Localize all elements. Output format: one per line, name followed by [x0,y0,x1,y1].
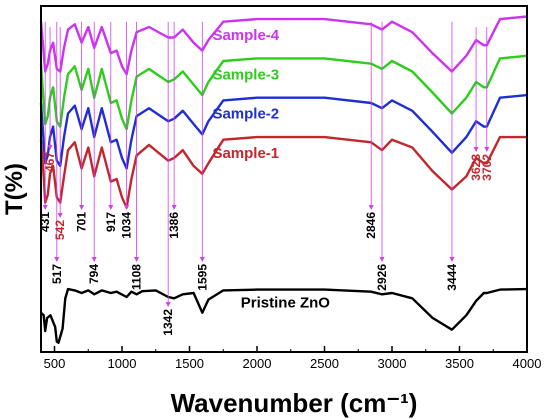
peak-arrow [368,205,374,210]
peak-arrow-red [47,145,53,150]
peak-label: 701 [75,212,89,232]
peak-label: 1108 [130,264,144,290]
plot-frame [40,5,528,353]
peak-label: 917 [104,212,118,232]
peak-arrow [79,205,85,210]
series-line-sample-2 [39,93,528,170]
peak-arrow [108,205,114,210]
peak-arrow [449,257,455,262]
x-tick-label: 500 [44,356,66,371]
peak-label: 1034 [120,212,134,239]
series-line-sample-1 [39,135,527,209]
peak-arrow-red [484,147,490,152]
peak-label: 794 [87,264,101,284]
peak-arrow [199,257,205,262]
peak-arrow [134,257,140,262]
series-label: Sample-1 [212,145,279,162]
peak-label-red: 3623 [469,154,483,181]
peak-label-red: 542 [53,220,67,240]
peak-label: 2846 [364,212,378,239]
peak-label: 2926 [375,264,389,291]
peak-label-red: 3702 [480,154,494,181]
peak-arrow [379,257,385,262]
series-line-sample-3 [39,54,528,131]
x-tick-label: 3500 [445,356,474,371]
x-tick-label: 2500 [310,356,339,371]
series-label: Sample-4 [212,27,279,44]
peak-arrow [124,205,130,210]
x-tick-label: 1500 [175,356,204,371]
peak-arrow [165,302,171,307]
peak-label-red: 467 [43,152,57,172]
y-axis-title: T(%) [1,163,28,215]
x-tick-label: 4000 [513,356,542,371]
peak-label: 1595 [195,264,209,291]
peak-label: 3444 [445,264,459,291]
x-tick-label: 1000 [108,356,137,371]
peak-arrow [171,205,177,210]
label-layer: Sample-4 Sample-3 Sample-2 Sample-1 Pristine… [212,27,330,311]
peak-arrow [91,257,97,262]
x-tick-label: 3000 [378,356,407,371]
x-axis-title: Wavenumber (cm⁻¹) [171,388,418,418]
peak-label: 1342 [161,309,175,336]
peak-label: 1386 [167,212,181,239]
series-line-pristine-zno [40,287,528,344]
series-line-sample-4 [39,15,528,76]
peak-arrow-red [57,213,63,218]
peak-arrow-red [473,147,479,152]
peak-arrow [54,257,60,262]
x-tick-label: 2000 [243,356,272,371]
series-label: Sample-3 [212,66,279,83]
peak-arrow [42,205,48,210]
tick-layer: 500 1000 1500 2000 2500 3000 3500 4000 [44,346,542,371]
series-label: Pristine ZnO [241,294,331,311]
peak-label: 517 [50,264,64,284]
series-label: Sample-2 [212,106,279,123]
